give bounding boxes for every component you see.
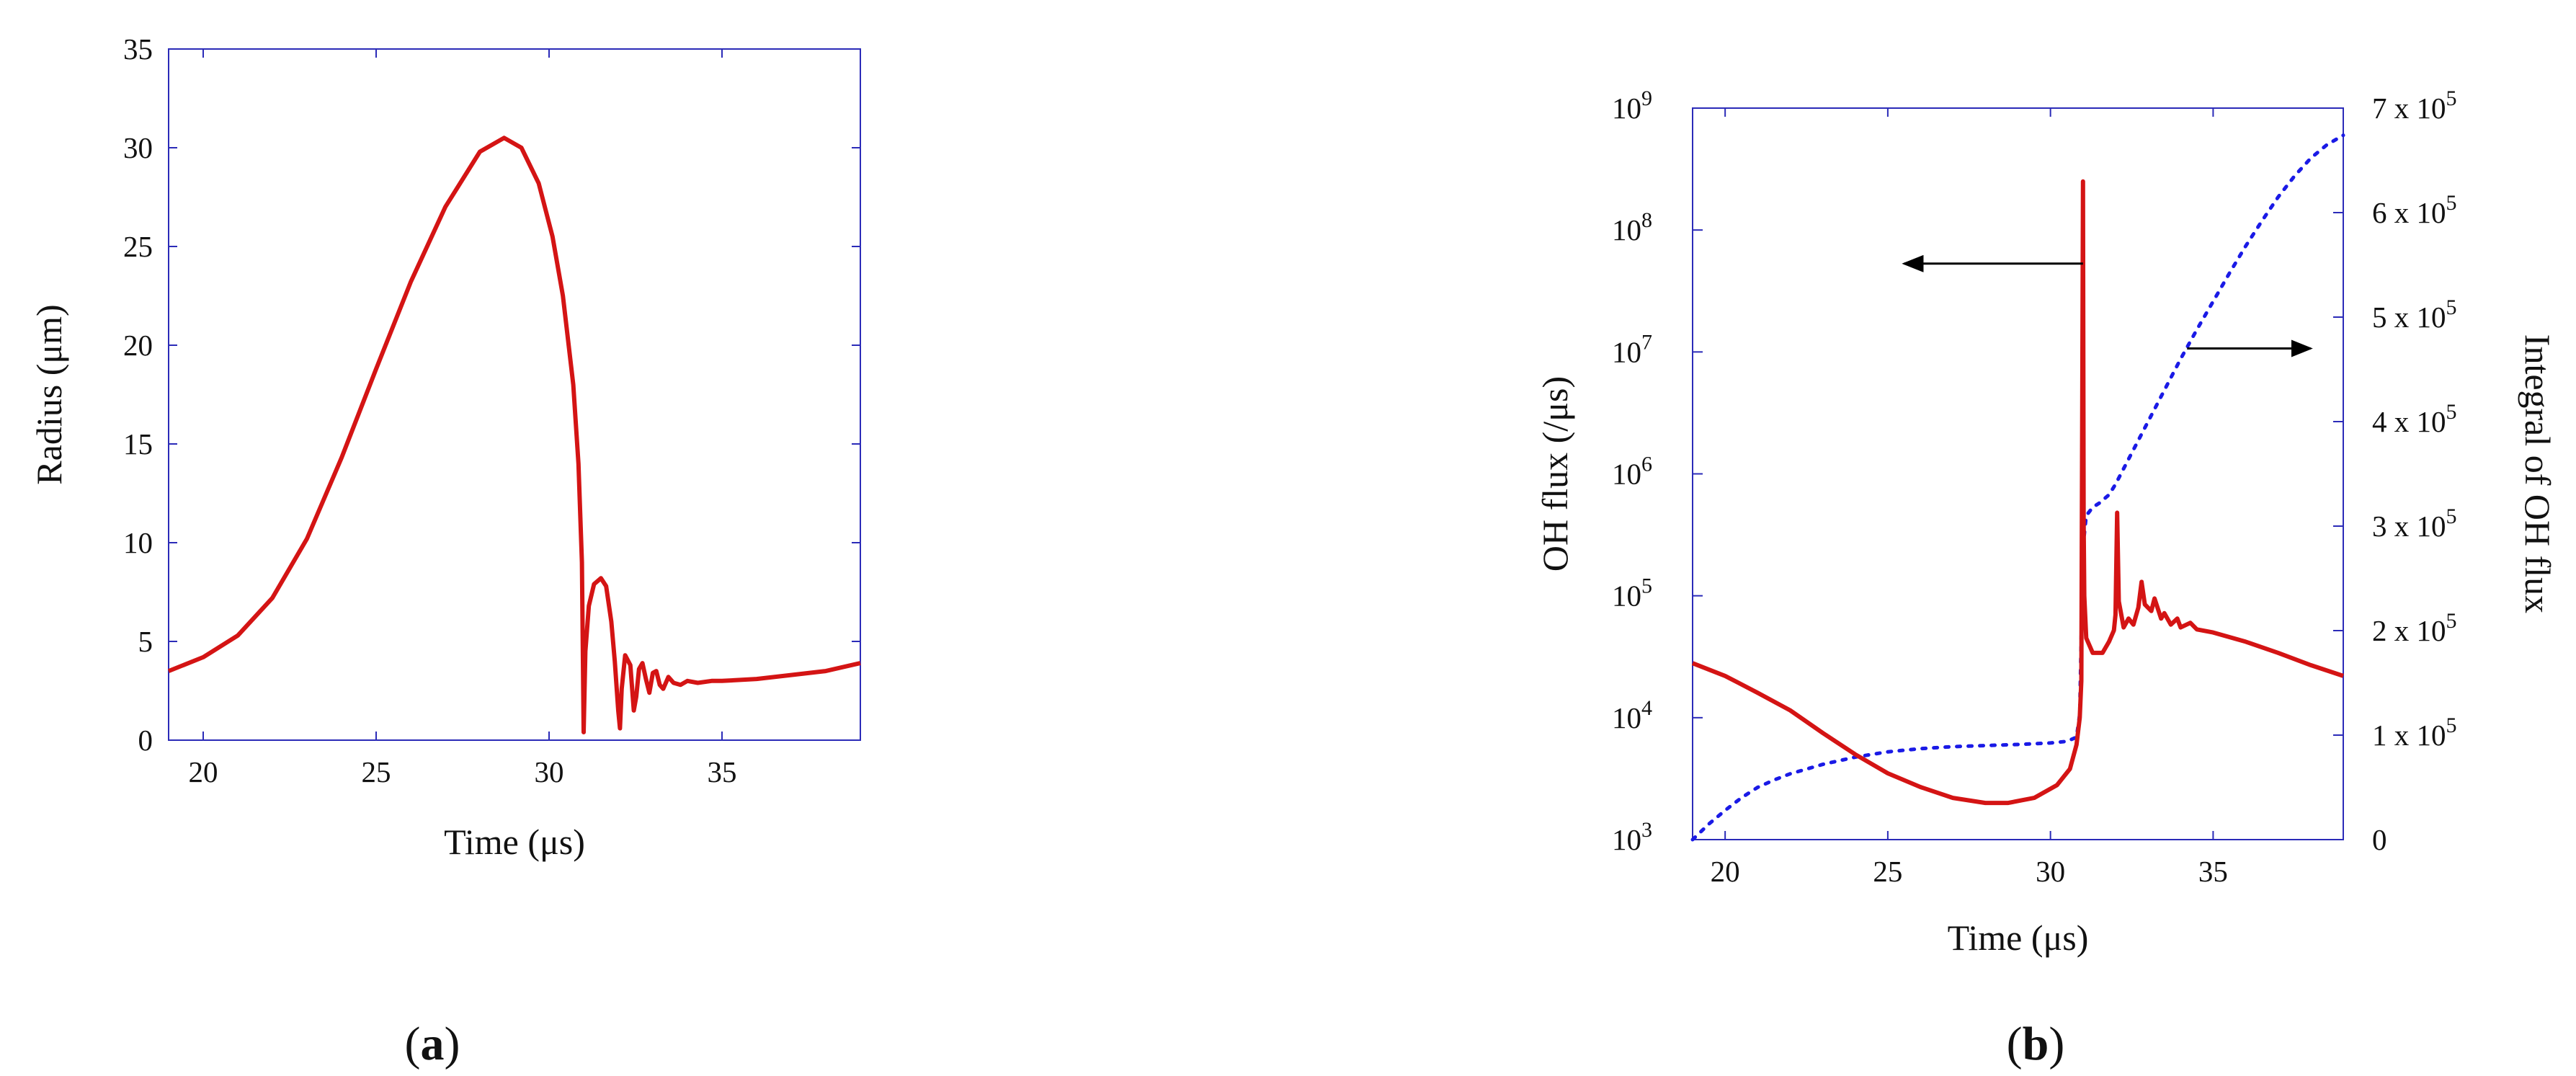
x-axis-title-a: Time (μs) [444, 822, 585, 862]
y-tick-label-b-base: 10 [1612, 579, 1641, 613]
x-tick-label-a: 35 [708, 755, 737, 788]
x-tick-label-b: 20 [1711, 855, 1740, 888]
y-tick-label-b: 109 [1612, 86, 1652, 125]
y-tick-label-a: 5 [138, 625, 153, 658]
y-tick-label-b-exp: 5 [1641, 574, 1652, 598]
panel-label-a: (a) [405, 1018, 460, 1070]
y-tick-label-a: 15 [123, 427, 153, 461]
y-tick-label-b: 103 [1612, 818, 1652, 856]
y-right-tick-label-b: 2 x 105 [2372, 609, 2457, 647]
y-tick-label-b-base: 10 [1612, 213, 1641, 246]
x-tick-label-b: 25 [1873, 855, 1902, 888]
chart-radius-vs-time: 20 25 30 35 0 5 10 15 20 25 30 35 Time (μs) Radius (μ… [29, 32, 861, 862]
y-axis-title-a: Radius (μm) [29, 304, 69, 484]
series-integral [1690, 133, 2345, 842]
x-tick-label-b: 30 [2036, 855, 2065, 888]
x-tick-label-a: 30 [535, 755, 564, 788]
y-tick-label-b-exp: 6 [1641, 453, 1652, 476]
y-tick-label-b-exp: 3 [1641, 818, 1652, 842]
y-right-tick-label-b-base: 2 x 10 [2372, 614, 2446, 647]
y-right-tick-label-b-base: 7 x 10 [2372, 92, 2446, 125]
y-tick-label-b: 105 [1612, 574, 1652, 613]
y-right-tick-label-b-exp: 5 [2446, 609, 2457, 633]
y-tick-label-b-base: 10 [1612, 335, 1641, 368]
y-tick-label-a: 20 [123, 329, 153, 362]
y-tick-label-b-base: 10 [1612, 823, 1641, 856]
y-right-tick-label-b-base: 4 x 10 [2372, 405, 2446, 438]
panel-label-b: (b) [2007, 1018, 2065, 1070]
y-right-tick-label-b-exp: 5 [2446, 400, 2457, 424]
y-right-tick-label-b: 0 [2372, 823, 2387, 856]
y-tick-label-a: 25 [123, 230, 153, 263]
y-right-tick-label-b-base: 0 [2372, 823, 2387, 856]
series-oh-flux [1691, 179, 2344, 806]
y-tick-label-b: 104 [1612, 696, 1652, 734]
y-right-tick-label-b-exp: 5 [2446, 713, 2457, 737]
x-tick-label-a: 25 [362, 755, 391, 788]
y-tick-label-a: 35 [123, 32, 153, 66]
y-tick-label-b-base: 10 [1612, 701, 1641, 734]
y-tick-label-b: 107 [1612, 330, 1652, 368]
y-axis-title-b: OH flux (/μs) [1535, 376, 1575, 572]
y-tick-label-b-base: 10 [1612, 92, 1641, 125]
y-right-tick-label-b-exp: 5 [2446, 86, 2457, 110]
y-tick-label-b-exp: 4 [1641, 696, 1652, 720]
x-axis-title-b: Time (μs) [1948, 917, 2089, 958]
y-right-tick-label-b: 6 x 105 [2372, 191, 2457, 229]
y-tick-label-b-exp: 7 [1641, 330, 1652, 354]
plot-frame-b [1692, 107, 2344, 840]
x-tick-label-a: 20 [189, 755, 218, 788]
y-tick-label-b: 106 [1612, 453, 1652, 491]
y-right-tick-label-b: 4 x 105 [2372, 400, 2457, 438]
y-tick-label-b-exp: 8 [1641, 208, 1652, 232]
y-right-tick-label-b-base: 3 x 10 [2372, 510, 2446, 543]
y-tick-label-a: 0 [138, 724, 153, 757]
y-right-tick-label-b-base: 6 x 10 [2372, 196, 2446, 229]
y-right-tick-label-b: 3 x 105 [2372, 504, 2457, 543]
y-tick-label-b: 108 [1612, 208, 1652, 246]
y-right-tick-label-b: 5 x 105 [2372, 295, 2457, 334]
y-tick-label-a: 10 [123, 526, 153, 559]
y-tick-label-b-base: 10 [1612, 458, 1641, 491]
y-right-tick-label-b-exp: 5 [2446, 191, 2457, 215]
y-tick-label-b-exp: 9 [1641, 86, 1652, 110]
series-radius [167, 135, 861, 734]
y-right-axis-title-b: Integral of OH flux [2518, 334, 2558, 613]
plot-frame-a [168, 48, 861, 741]
y-tick-label-a: 30 [123, 131, 153, 164]
y-right-tick-label-b: 7 x 105 [2372, 86, 2457, 125]
y-right-tick-label-b-base: 5 x 10 [2372, 301, 2446, 334]
y-right-tick-label-b-base: 1 x 10 [2372, 719, 2446, 752]
y-right-tick-label-b-exp: 5 [2446, 504, 2457, 528]
y-right-tick-label-b: 1 x 105 [2372, 713, 2457, 752]
x-tick-label-b: 35 [2198, 855, 2228, 888]
y-right-tick-label-b-exp: 5 [2446, 295, 2457, 319]
